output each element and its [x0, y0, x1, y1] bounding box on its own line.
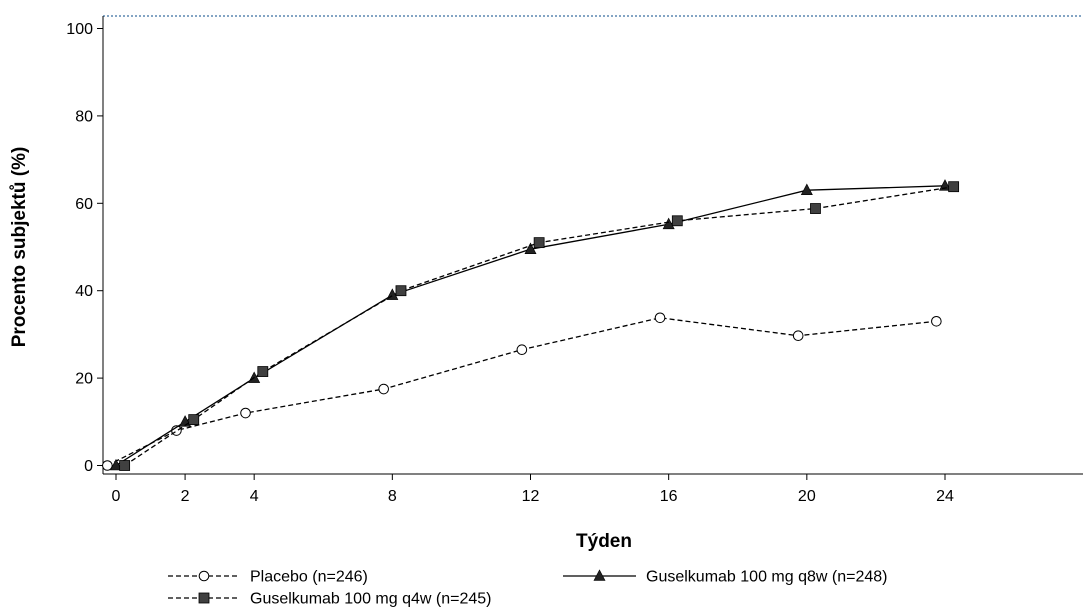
data-point: [102, 460, 113, 471]
series-line: [115, 185, 946, 467]
series-guselkumab-100-mg-q8w-n-248: [110, 179, 951, 471]
y-tick-label: 60: [75, 196, 93, 213]
data-point: [188, 414, 200, 426]
legend-item: Guselkumab 100 mg q8w (n=248): [563, 569, 887, 586]
x-tick-label: 8: [388, 488, 397, 505]
y-tick-label: 80: [75, 108, 93, 125]
data-point: [931, 315, 942, 327]
data-point: [671, 215, 683, 227]
data-point: [939, 179, 951, 191]
legend-marker: [198, 570, 210, 582]
series-guselkumab-100-mg-q4w-n-245: [119, 181, 960, 471]
legend-item: Placebo (n=246): [168, 569, 368, 586]
series-line: [124, 186, 954, 467]
data-point: [110, 458, 122, 471]
data-point: [395, 285, 407, 297]
data-point: [524, 242, 537, 254]
legend-marker: [593, 569, 606, 581]
x-tick-label: 16: [660, 488, 678, 505]
x-axis: 0 2 4 8 12 16 20 24: [112, 474, 954, 505]
data-point: [378, 383, 389, 395]
data-point: [810, 203, 821, 214]
series-layer: [102, 179, 960, 471]
y-axis: 0 20 40 60 80 100: [66, 21, 103, 475]
plot-frame: [102, 15, 1083, 475]
data-point: [800, 183, 813, 195]
x-tick-label: 2: [181, 488, 190, 505]
data-point: [654, 312, 666, 324]
y-tick-label: 0: [84, 458, 93, 475]
series-line: [107, 317, 937, 467]
data-point: [516, 344, 528, 355]
y-axis-title: Procento subjektů (%): [9, 147, 30, 348]
x-tick-label: 12: [522, 488, 540, 505]
data-point: [257, 366, 269, 377]
data-point: [533, 237, 545, 249]
x-tick-label: 24: [936, 488, 954, 505]
data-point: [948, 181, 960, 193]
legend-label: Placebo (n=246): [250, 569, 368, 586]
data-point: [119, 460, 131, 471]
legend-label: Guselkumab 100 mg q4w (n=245): [250, 591, 491, 607]
data-point: [792, 330, 804, 342]
x-tick-label: 0: [112, 488, 121, 505]
legend-item: Guselkumab 100 mg q4w (n=245): [168, 591, 491, 607]
x-tick-label: 20: [798, 488, 816, 505]
x-axis-title: Týden: [576, 531, 632, 552]
data-point: [662, 217, 675, 230]
series-placebo-n-246: [102, 312, 942, 471]
legend-label: Guselkumab 100 mg q8w (n=248): [646, 569, 887, 586]
y-tick-label: 40: [75, 283, 93, 300]
y-tick-label: 20: [75, 371, 93, 388]
legend-marker: [198, 592, 210, 604]
legend: Placebo (n=246) Guselkumab 100 mg q8w (n=…: [168, 569, 887, 607]
x-tick-label: 4: [250, 488, 259, 505]
data-point: [240, 407, 251, 419]
y-tick-label: 100: [66, 21, 93, 38]
